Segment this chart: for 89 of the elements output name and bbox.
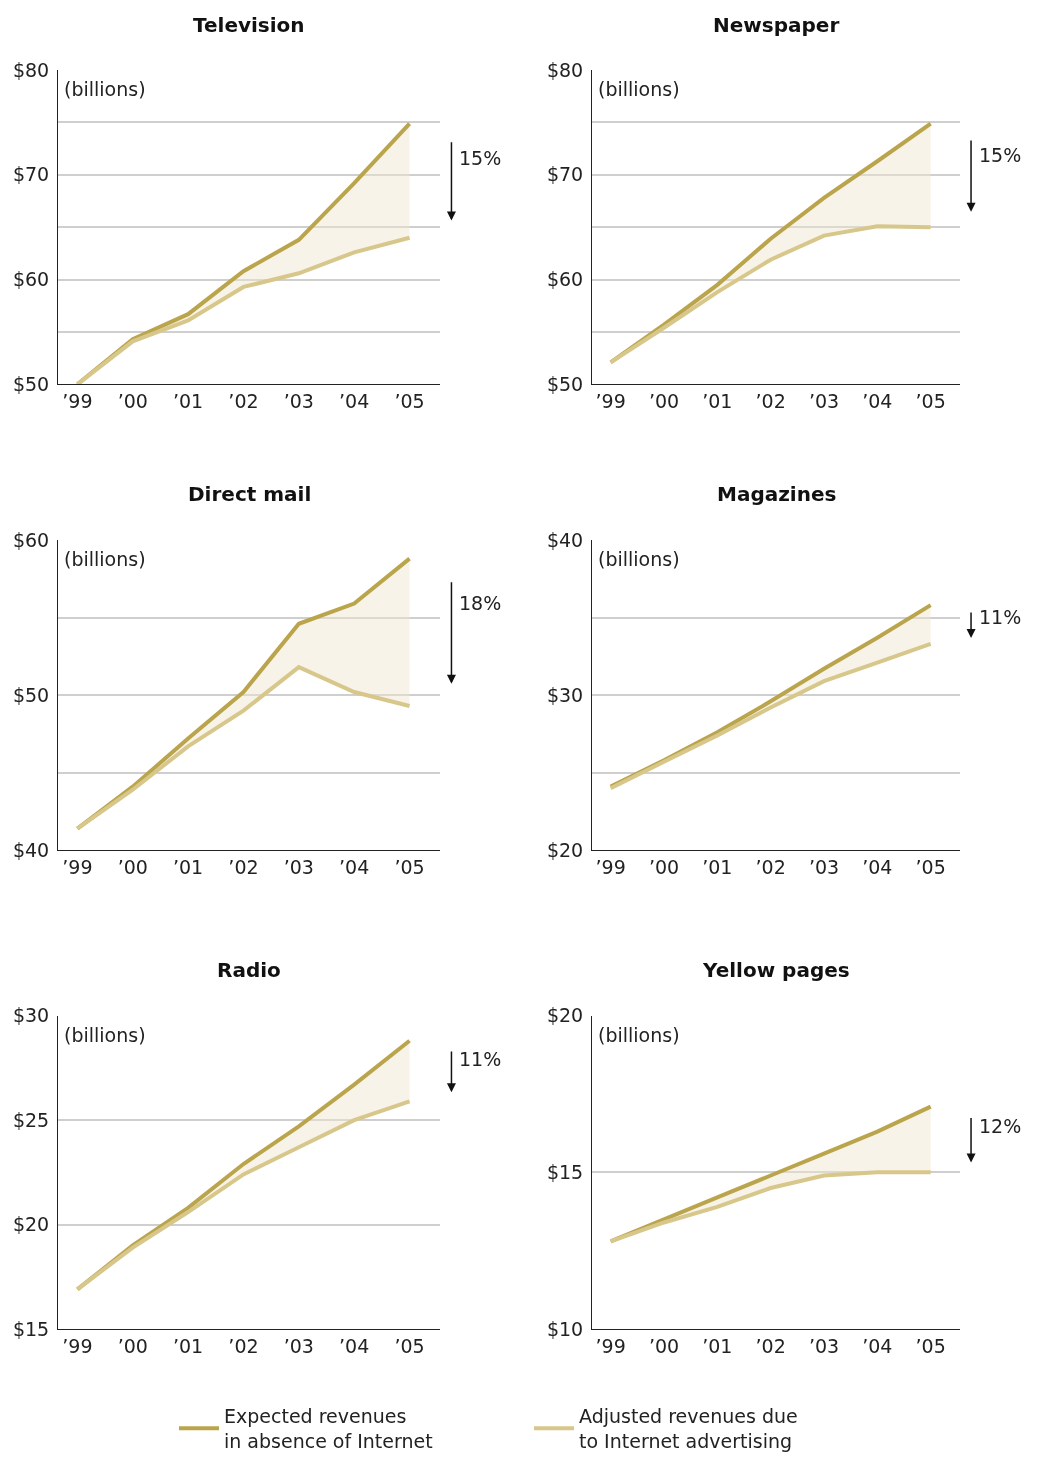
y-tick-label: $30 (12, 1004, 50, 1027)
text: 11% (979, 606, 1022, 628)
x-tick-label: ’00 (648, 390, 680, 413)
x-tick-label: ’99 (62, 856, 93, 879)
x-tick-label: ’03 (808, 390, 840, 413)
text: 15% (979, 144, 1022, 166)
text: 12% (979, 1115, 1022, 1137)
y-tick-label: $60 (12, 528, 50, 551)
y-axis-title: (billions) (598, 78, 680, 100)
x-tick-label: ’02 (228, 1334, 259, 1357)
x-tick-label: ’03 (808, 1334, 840, 1357)
y-tick-label: $40 (12, 838, 50, 861)
x-tick-label: ’04 (862, 856, 893, 879)
line-series (75, 235, 412, 385)
x-tick-label: ’99 (595, 1334, 626, 1357)
text: 15% (459, 147, 502, 169)
x-tick-label: ’02 (755, 1334, 786, 1357)
x-tick-label: ’05 (915, 390, 946, 413)
chart-title: Newspaper (713, 13, 840, 37)
text: 11% (459, 1048, 502, 1070)
x-tick-label: ’03 (283, 1334, 314, 1357)
x-tick-label: ’00 (117, 1334, 148, 1357)
x-tick-label: ’04 (339, 390, 370, 413)
x-tick-label: ’05 (915, 856, 946, 879)
x-tick-label: ’01 (172, 856, 204, 879)
y-tick-label: $30 (546, 683, 584, 706)
y-tick-label: $20 (12, 1213, 50, 1236)
x-tick-label: ’99 (62, 1334, 93, 1357)
text: 18% (459, 592, 502, 614)
x-tick-label: ’00 (117, 856, 148, 879)
chart-title: Magazines (717, 482, 837, 506)
x-tick-label: ’03 (808, 856, 840, 879)
x-tick-label: ’03 (283, 856, 314, 879)
x-tick-label: ’02 (228, 856, 259, 879)
y-tick-label: $15 (546, 1161, 584, 1184)
y-tick-label: $50 (12, 372, 50, 395)
line-series (608, 1170, 933, 1244)
chart-title: Radio (217, 958, 281, 982)
x-tick-label: ’99 (595, 390, 626, 413)
y-axis-title: (billions) (64, 1024, 146, 1046)
y-tick-label: $50 (12, 683, 50, 706)
y-tick-label: $80 (12, 58, 50, 81)
x-tick-label: ’02 (755, 390, 786, 413)
x-tick-label: ’05 (394, 856, 425, 879)
x-tick-label: ’00 (648, 856, 680, 879)
y-tick-label: $60 (12, 268, 50, 291)
line-series (75, 1099, 412, 1292)
y-axis-title: (billions) (598, 548, 680, 570)
x-tick-label: ’00 (117, 390, 148, 413)
x-tick-label: ’01 (702, 856, 733, 879)
x-tick-label: ’04 (339, 856, 370, 879)
y-tick-label: $15 (12, 1317, 50, 1340)
x-tick-label: ’05 (394, 390, 425, 413)
x-tick-label: ’02 (755, 856, 786, 879)
x-tick-label: ’03 (283, 390, 314, 413)
y-tick-label: $40 (546, 528, 584, 551)
legend-label: Expected revenues in absence of Internet (224, 1405, 433, 1452)
y-axis-title: (billions) (598, 1024, 680, 1046)
x-tick-label: ’01 (172, 390, 204, 413)
y-tick-label: $80 (546, 58, 584, 81)
x-tick-label: ’01 (702, 390, 733, 413)
y-axis-title: (billions) (64, 548, 146, 570)
y-tick-label: $60 (546, 268, 584, 291)
y-axis-title: (billions) (64, 78, 146, 100)
x-tick-label: ’05 (915, 1334, 946, 1357)
y-tick-label: $20 (546, 838, 584, 861)
legend-label: Adjusted revenues due to Internet advertising (579, 1405, 798, 1452)
y-tick-label: $50 (546, 372, 584, 395)
line-series (608, 641, 933, 791)
x-tick-label: ’01 (702, 1334, 733, 1357)
chart-title: Direct mail (188, 482, 312, 506)
x-tick-label: ’01 (172, 1334, 204, 1357)
x-tick-label: ’02 (228, 390, 259, 413)
y-tick-label: $10 (546, 1317, 584, 1340)
x-tick-label: ’04 (339, 1334, 370, 1357)
x-tick-label: ’04 (862, 390, 893, 413)
x-tick-label: ’99 (62, 390, 93, 413)
x-tick-label: ’05 (394, 1334, 425, 1357)
line-series (608, 224, 933, 365)
y-tick-label: $25 (12, 1108, 50, 1131)
x-tick-label: ’00 (648, 1334, 680, 1357)
y-tick-label: $20 (546, 1004, 584, 1027)
x-tick-label: ’04 (862, 1334, 893, 1357)
x-tick-label: ’99 (595, 856, 626, 879)
chart-title: Yellow pages (702, 958, 850, 982)
line-series (75, 665, 412, 831)
y-tick-label: $70 (546, 163, 584, 186)
y-tick-label: $70 (12, 163, 50, 186)
chart-title: Television (193, 13, 305, 37)
